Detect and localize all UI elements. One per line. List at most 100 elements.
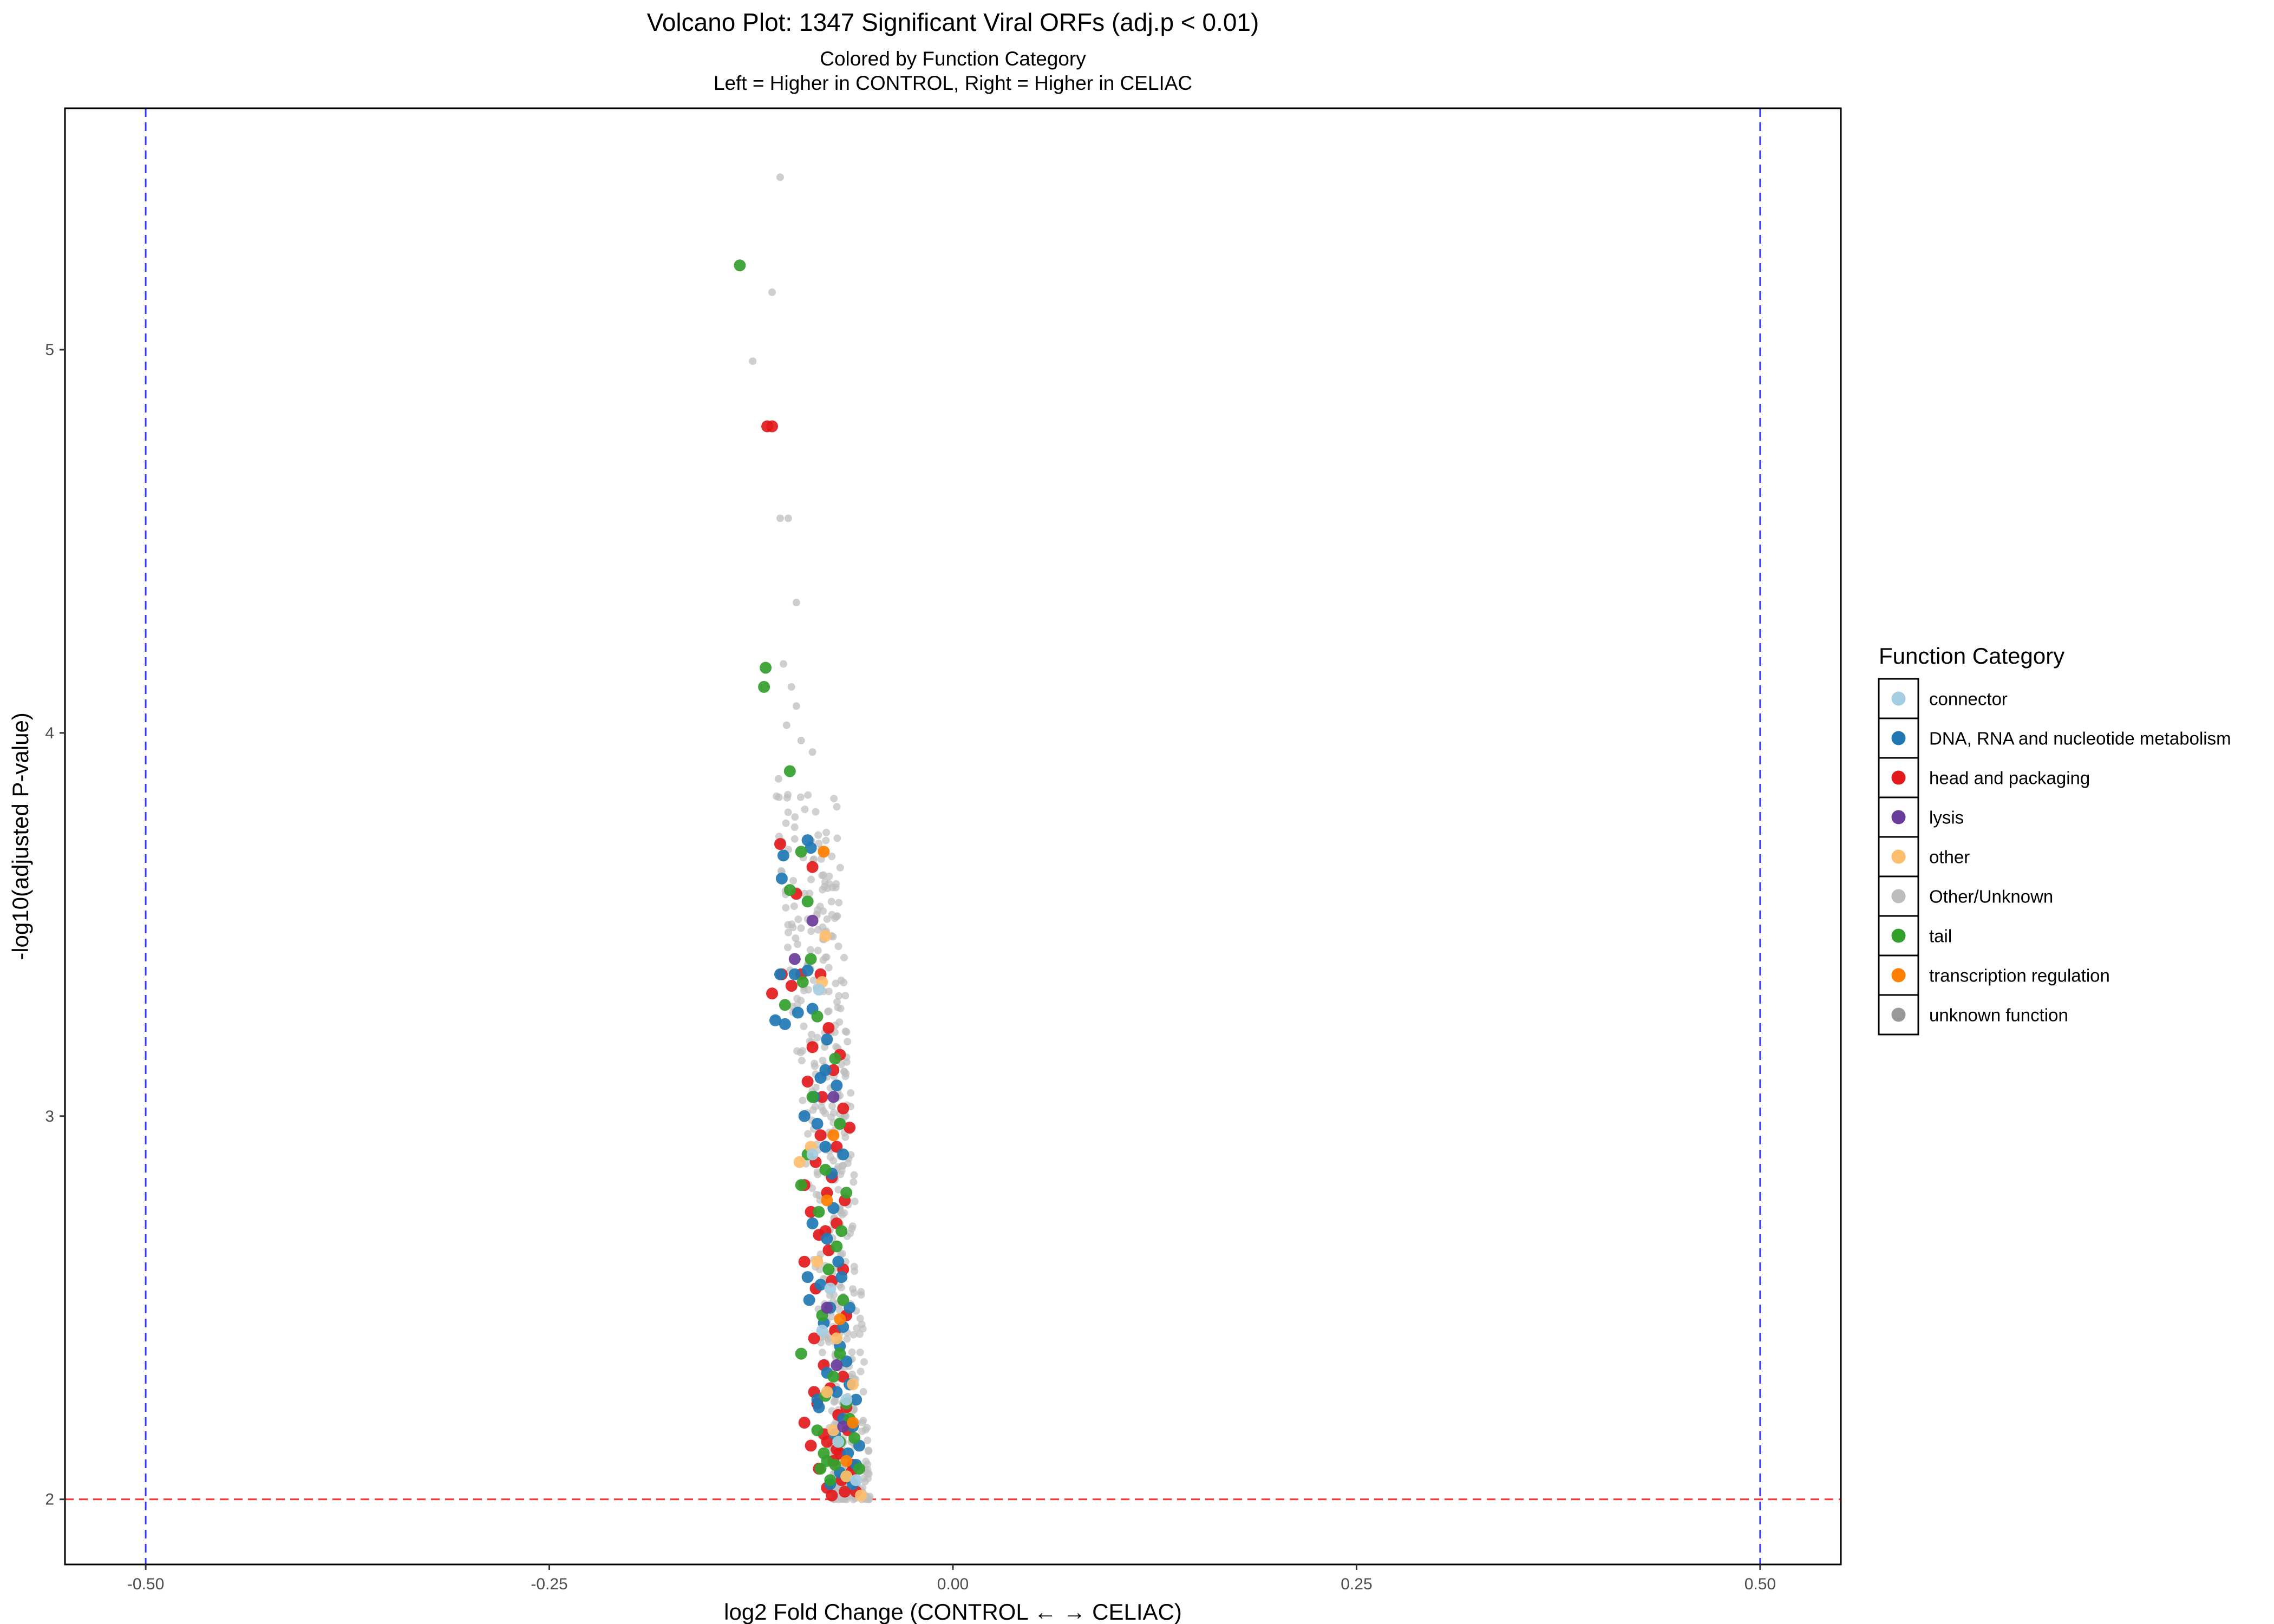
data-point-tail xyxy=(837,1294,850,1306)
data-point-other-unknown xyxy=(859,1417,867,1425)
data-point-other-unknown xyxy=(783,794,791,802)
data-point-other-unknown xyxy=(813,1033,821,1042)
data-point-dna-rna-and-nucleotide-metabolism xyxy=(803,1294,815,1306)
data-point-tail xyxy=(783,884,796,896)
x-axis: -0.50 -0.25 0.00 0.25 0.50 xyxy=(65,1563,1841,1593)
plot-area xyxy=(64,107,1842,1566)
data-point-head-and-packaging xyxy=(766,420,779,433)
data-point-other-unknown xyxy=(830,795,838,803)
legend-label: other xyxy=(1929,847,1970,867)
legend-label: Other/Unknown xyxy=(1929,887,2053,907)
data-point-other-unknown xyxy=(841,992,850,1000)
data-point-other-unknown xyxy=(825,872,833,880)
data-point-other-unknown xyxy=(794,940,802,948)
data-point-other-unknown xyxy=(800,889,808,898)
data-point-other-unknown xyxy=(790,902,798,911)
data-point-other-unknown xyxy=(782,819,790,827)
data-point-other-unknown xyxy=(833,803,841,811)
data-point-other-unknown xyxy=(768,288,776,296)
legend-label: DNA, RNA and nucleotide metabolism xyxy=(1929,729,2231,749)
data-point-tail xyxy=(801,895,814,908)
data-point-dna-rna-and-nucleotide-metabolism xyxy=(821,1033,833,1046)
data-point-tail xyxy=(760,662,772,674)
data-point-dna-rna-and-nucleotide-metabolism xyxy=(837,1148,850,1161)
data-point-other-unknown xyxy=(792,934,800,942)
data-point-tail xyxy=(840,1187,853,1199)
data-point-other-unknown xyxy=(749,357,757,365)
data-point-dna-rna-and-nucleotide-metabolism xyxy=(801,964,814,977)
data-point-other-unknown xyxy=(835,1306,844,1314)
data-point-other-unknown xyxy=(821,878,829,886)
y-tick-label: 3 xyxy=(45,1108,54,1125)
x-tick-label: 0.00 xyxy=(937,1575,969,1593)
data-point-dna-rna-and-nucleotide-metabolism xyxy=(806,1217,819,1229)
data-point-other-unknown xyxy=(804,1130,812,1138)
data-point-head-and-packaging xyxy=(826,1489,838,1502)
data-point-other-unknown xyxy=(811,1103,819,1111)
data-point-tail xyxy=(822,1263,835,1275)
data-point-other xyxy=(821,1386,833,1398)
data-point-tail xyxy=(827,1371,840,1383)
data-point-other-unknown xyxy=(829,1157,838,1165)
data-point-dna-rna-and-nucleotide-metabolism xyxy=(831,1079,843,1092)
data-point-other-unknown xyxy=(834,1004,842,1012)
data-point-tail xyxy=(783,765,796,777)
data-point-head-and-packaging xyxy=(805,1439,817,1452)
x-axis-title: log2 Fold Change (CONTROL ← → CELIAC) xyxy=(724,1599,1182,1624)
data-point-other-unknown xyxy=(776,514,784,522)
data-point-other-unknown xyxy=(828,883,837,892)
data-point-dna-rna-and-nucleotide-metabolism xyxy=(788,968,801,980)
data-point-tail xyxy=(819,1163,832,1176)
data-point-head-and-packaging xyxy=(844,1122,856,1134)
data-point-transcription-regulation xyxy=(834,1313,846,1325)
data-point-tail xyxy=(824,1474,837,1487)
data-point-tail xyxy=(811,1010,824,1023)
data-point-other-unknown xyxy=(825,987,833,996)
data-point-dna-rna-and-nucleotide-metabolism xyxy=(805,842,817,854)
legend-title: Function Category xyxy=(1879,643,2064,669)
data-point-other-unknown xyxy=(818,1103,826,1111)
data-point-dna-rna-and-nucleotide-metabolism xyxy=(821,1233,833,1245)
data-point-other-unknown xyxy=(815,840,823,848)
data-point-other-unknown xyxy=(851,1197,859,1206)
data-point-tail xyxy=(831,1240,843,1253)
data-point-other-unknown xyxy=(827,898,835,906)
legend-swatch xyxy=(1891,889,1906,903)
data-point-dna-rna-and-nucleotide-metabolism xyxy=(835,1271,848,1284)
data-point-other-unknown xyxy=(794,915,802,924)
data-point-other-unknown xyxy=(862,1457,870,1465)
legend-label: lysis xyxy=(1929,808,1964,828)
plot-background xyxy=(65,108,1841,1564)
data-point-other-unknown xyxy=(784,808,792,816)
y-tick-label: 5 xyxy=(45,341,54,359)
data-point-other-unknown xyxy=(850,1331,858,1339)
data-point-other-unknown xyxy=(809,976,818,984)
data-point-other-unknown xyxy=(835,1018,844,1026)
data-point-other-unknown xyxy=(857,1367,865,1376)
x-tick-label: -0.25 xyxy=(531,1575,567,1593)
data-point-other-unknown xyxy=(806,946,814,954)
data-point-dna-rna-and-nucleotide-metabolism xyxy=(779,1018,791,1030)
data-point-other-unknown xyxy=(865,1447,873,1455)
legend-key xyxy=(1878,915,1919,957)
data-point-other-unknown xyxy=(819,956,827,964)
data-point-transcription-regulation xyxy=(840,1455,853,1467)
data-point-other-unknown xyxy=(813,1168,821,1176)
y-axis-title: -log10(adjusted P-value) xyxy=(8,712,33,960)
data-point-head-and-packaging xyxy=(806,861,819,873)
legend-label: tail xyxy=(1929,926,1952,946)
legend-label: unknown function xyxy=(1929,1005,2068,1025)
data-point-other-unknown xyxy=(833,834,841,842)
data-point-other-unknown xyxy=(776,173,784,181)
data-point-connector xyxy=(816,1325,828,1337)
data-point-other-unknown xyxy=(850,1289,858,1297)
data-point-dna-rna-and-nucleotide-metabolism xyxy=(814,1279,827,1291)
data-point-connector xyxy=(832,1436,845,1448)
data-point-other-unknown xyxy=(818,1348,826,1357)
data-point-other-unknown xyxy=(834,942,842,951)
data-point-other-unknown xyxy=(791,813,799,821)
data-point-other xyxy=(831,1332,843,1345)
data-point-other xyxy=(811,1255,824,1268)
data-point-other-unknown xyxy=(848,1224,856,1233)
